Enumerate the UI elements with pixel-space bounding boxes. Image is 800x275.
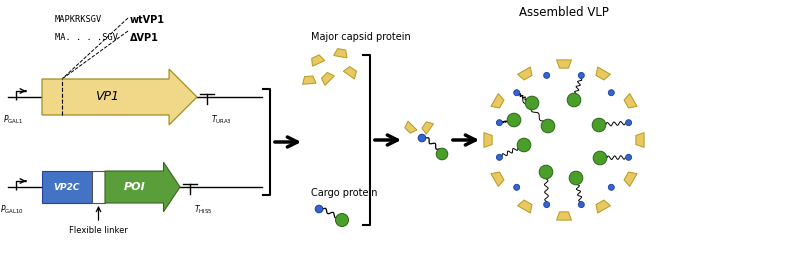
Text: ΔVP1: ΔVP1: [130, 33, 159, 43]
Circle shape: [525, 96, 538, 110]
Circle shape: [436, 148, 448, 160]
Text: $P_{\rm GAL1}$: $P_{\rm GAL1}$: [3, 114, 23, 127]
Polygon shape: [343, 67, 357, 79]
Polygon shape: [624, 94, 637, 108]
Text: Cargo protein: Cargo protein: [311, 188, 378, 198]
Circle shape: [578, 72, 584, 78]
Circle shape: [570, 171, 582, 185]
Circle shape: [608, 90, 614, 96]
Polygon shape: [518, 200, 532, 213]
Polygon shape: [557, 212, 571, 220]
Circle shape: [418, 134, 426, 142]
Polygon shape: [518, 67, 532, 80]
Polygon shape: [302, 76, 316, 84]
Polygon shape: [312, 55, 325, 66]
Polygon shape: [42, 69, 197, 125]
Circle shape: [514, 90, 520, 96]
Polygon shape: [405, 121, 417, 133]
Circle shape: [608, 184, 614, 190]
Circle shape: [315, 205, 322, 213]
Circle shape: [496, 154, 502, 160]
Circle shape: [335, 213, 349, 227]
Text: Flexible linker: Flexible linker: [69, 226, 128, 235]
Text: Assembled VLP: Assembled VLP: [519, 7, 609, 20]
Circle shape: [507, 113, 521, 127]
Circle shape: [594, 151, 606, 165]
Text: $P_{\rm GAL10}$: $P_{\rm GAL10}$: [0, 204, 24, 216]
Circle shape: [544, 202, 550, 208]
Polygon shape: [491, 94, 504, 108]
Circle shape: [626, 154, 632, 160]
Polygon shape: [334, 49, 347, 58]
Circle shape: [539, 165, 553, 179]
Polygon shape: [491, 172, 504, 186]
Polygon shape: [105, 162, 180, 212]
Polygon shape: [636, 133, 644, 147]
Circle shape: [567, 93, 581, 107]
Text: POI: POI: [124, 182, 146, 192]
Polygon shape: [624, 172, 637, 186]
Text: VP2C: VP2C: [54, 183, 80, 191]
Text: wtVP1: wtVP1: [130, 15, 165, 25]
Polygon shape: [557, 60, 571, 68]
Text: VP1: VP1: [95, 90, 119, 103]
Text: MAPKRKSGV: MAPKRKSGV: [55, 15, 102, 24]
Polygon shape: [596, 200, 610, 213]
Bar: [92, 171, 105, 203]
Circle shape: [544, 72, 550, 78]
Text: Major capsid protein: Major capsid protein: [311, 32, 410, 42]
Text: MA. . . .SGV: MA. . . .SGV: [55, 33, 118, 42]
Polygon shape: [484, 133, 492, 147]
Polygon shape: [322, 72, 334, 86]
Circle shape: [592, 118, 606, 132]
Circle shape: [542, 119, 555, 133]
Bar: [42, 171, 92, 203]
Text: $T_{\rm URA3}$: $T_{\rm URA3}$: [211, 114, 232, 127]
Text: $T_{\rm HIS5}$: $T_{\rm HIS5}$: [194, 204, 213, 216]
Circle shape: [626, 120, 632, 126]
Circle shape: [517, 138, 530, 152]
Polygon shape: [422, 122, 434, 134]
Circle shape: [514, 184, 520, 190]
Circle shape: [496, 120, 502, 126]
Polygon shape: [596, 67, 610, 80]
Circle shape: [578, 202, 584, 208]
